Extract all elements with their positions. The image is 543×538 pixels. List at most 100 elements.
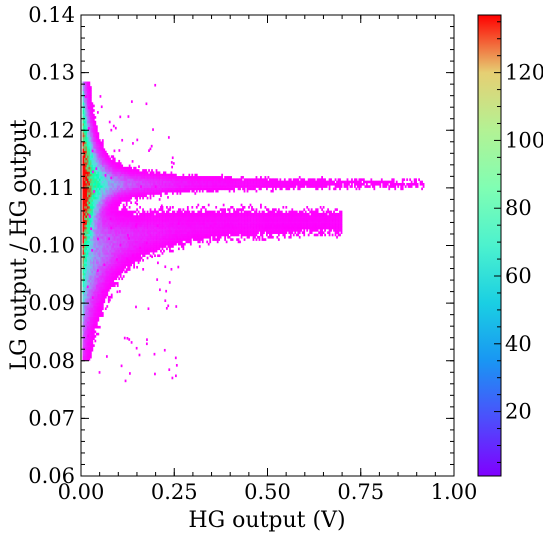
heatmap-cell: [300, 180, 303, 184]
heatmap-cell: [104, 289, 107, 292]
heatmap-cell: [195, 235, 198, 239]
heatmap-cell: [258, 224, 261, 228]
heatmap-cell: [227, 217, 230, 221]
heatmap-cell: [207, 189, 210, 193]
heatmap-cell: [231, 219, 234, 223]
heatmap-cell: [121, 171, 124, 175]
heatmap-cell: [149, 208, 152, 211]
heatmap-cell: [316, 217, 319, 221]
heatmap-cell: [118, 254, 121, 258]
heatmap-cell: [146, 210, 149, 214]
heatmap-cell: [86, 339, 89, 343]
heatmap-cell: [85, 88, 88, 92]
heatmap-cell: [125, 208, 128, 211]
heatmap-cell: [83, 224, 86, 228]
heatmap-cell: [242, 206, 244, 209]
heatmap-cell: [100, 265, 103, 269]
heatmap-cell: [142, 254, 144, 258]
heatmap-cell: [85, 222, 88, 225]
heatmap-cell: [152, 242, 155, 246]
heatmap-cell: [98, 261, 101, 264]
heatmap-cell: [185, 219, 188, 223]
heatmap-cell: [101, 261, 104, 264]
heatmap-cell: [186, 222, 189, 225]
heatmap-cell: [252, 226, 255, 230]
heatmap-cell: [225, 178, 228, 181]
heatmap-cell: [115, 169, 118, 172]
heatmap-cell: [104, 215, 107, 218]
heatmap-cell: [115, 215, 118, 218]
heatmap-cell: [127, 173, 130, 177]
heatmap-cell: [204, 229, 207, 232]
heatmap-cell: [152, 178, 155, 181]
heatmap-cell: [161, 185, 164, 188]
heatmap-cell: [82, 346, 85, 350]
heatmap-cell: [88, 210, 91, 214]
heatmap-cell: [118, 277, 121, 281]
heatmap-cell: [151, 240, 153, 244]
heatmap-cell: [82, 312, 85, 315]
heatmap-cell: [146, 189, 149, 193]
heatmap-cell: [122, 192, 125, 195]
heatmap-cell: [224, 219, 227, 223]
heatmap-cell: [116, 162, 119, 165]
heatmap-cell: [222, 185, 225, 188]
heatmap-cell: [158, 180, 161, 184]
heatmap-cell: [92, 337, 95, 340]
heatmap-cell: [82, 342, 85, 345]
heatmap-cell: [273, 185, 276, 188]
heatmap-cell: [234, 224, 237, 228]
heatmap-cell: [83, 208, 86, 211]
heatmap-cell: [180, 245, 183, 248]
heatmap-cell: [251, 229, 253, 232]
heatmap-cell: [206, 212, 209, 216]
heatmap-cell: [124, 185, 127, 188]
heatmap-cell: [173, 219, 176, 223]
heatmap-cell: [234, 215, 237, 218]
heatmap-cell: [172, 212, 174, 216]
heatmap-cell: [82, 335, 85, 338]
heatmap-cell: [100, 222, 103, 225]
heatmap-cell: [131, 173, 134, 177]
heatmap-cell: [95, 132, 98, 135]
heatmap-cell: [177, 176, 180, 179]
heatmap-cell: [112, 194, 115, 198]
heatmap-cell: [160, 187, 162, 191]
heatmap-cell: [82, 238, 85, 241]
heatmap-cell: [124, 194, 127, 198]
heatmap-cell: [124, 252, 127, 255]
heatmap-cell: [186, 226, 189, 230]
heatmap-cell: [100, 215, 103, 218]
heatmap-cell: [282, 217, 285, 221]
heatmap-cell: [318, 180, 321, 184]
heatmap-cell: [137, 215, 140, 218]
heatmap-cell: [224, 235, 227, 239]
heatmap-cell: [100, 268, 103, 271]
heatmap-cell: [233, 208, 235, 211]
heatmap-cell: [133, 169, 136, 172]
heatmap-cell: [85, 279, 88, 283]
heatmap-cell: [103, 180, 106, 184]
heatmap-cell: [301, 219, 304, 223]
heatmap-cell: [152, 226, 155, 230]
heatmap-cell: [206, 231, 209, 234]
heatmap-cell: [104, 238, 107, 241]
heatmap-cell: [319, 224, 322, 228]
heatmap-cell: [86, 242, 89, 246]
heatmap-cell: [289, 210, 292, 214]
heatmap-cell: [97, 263, 100, 267]
heatmap-cell: [83, 293, 86, 297]
heatmap-cell: [180, 233, 183, 237]
heatmap-cell: [124, 242, 127, 246]
heatmap-cell: [130, 189, 133, 193]
heatmap-cell: [88, 265, 91, 269]
heatmap-cell: [149, 229, 152, 232]
heatmap-cell: [322, 231, 325, 234]
heatmap-cell: [128, 215, 131, 218]
heatmap-cell: [170, 215, 173, 218]
heatmap-cell: [179, 185, 182, 188]
heatmap-cell: [98, 284, 101, 287]
heatmap-cell: [134, 192, 137, 195]
heatmap-cell: [125, 203, 128, 207]
heatmap-cell: [88, 332, 91, 336]
